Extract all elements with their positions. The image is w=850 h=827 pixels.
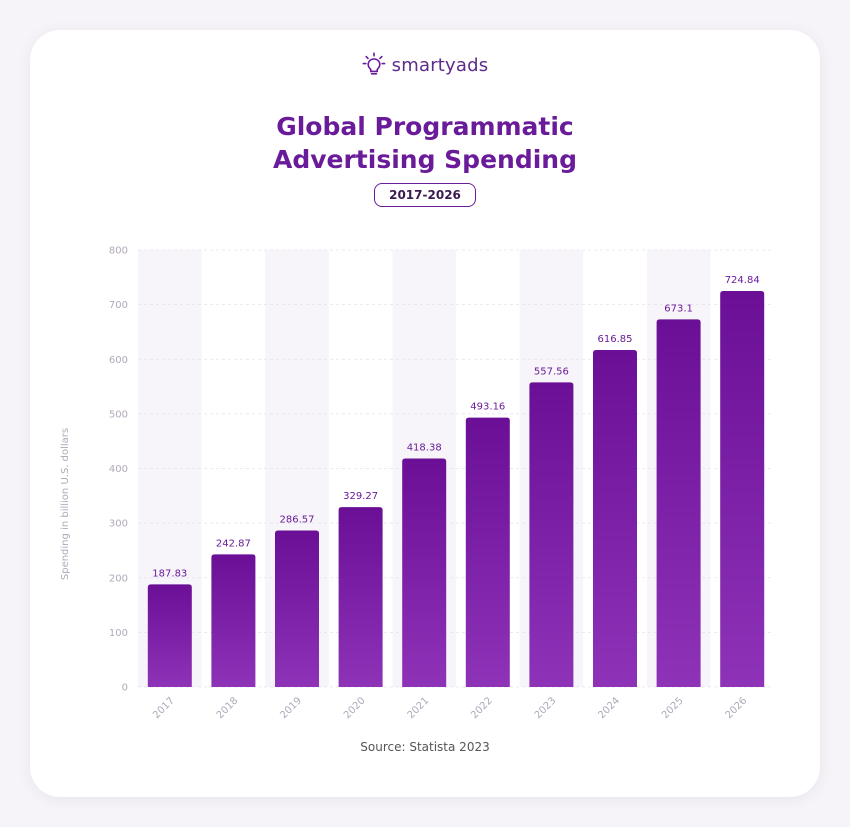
y-tick-label: 200 xyxy=(109,573,128,584)
lightbulb-icon xyxy=(362,52,386,75)
value-label-2025: 673.1 xyxy=(664,303,693,314)
source-note: Source: Statista 2023 xyxy=(360,740,490,754)
value-label-2023: 557.56 xyxy=(534,366,569,377)
brand-logo: smartyads xyxy=(30,52,820,78)
year-range-badge: 2017-2026 xyxy=(374,183,476,207)
value-label-2024: 616.85 xyxy=(598,334,633,345)
bar-2025 xyxy=(656,319,701,687)
x-tick-label-2024: 2024 xyxy=(596,695,622,721)
x-tick-label-2023: 2023 xyxy=(533,695,559,721)
y-tick-label: 600 xyxy=(109,355,128,366)
bar-chart: 0 100 200 300 400 500 600 700 800 187.83 242.87 28… xyxy=(60,246,774,721)
x-tick-label-2021: 2021 xyxy=(406,695,432,721)
x-tick-label-2018: 2018 xyxy=(215,695,241,721)
value-label-2019: 286.57 xyxy=(280,514,315,525)
chart-card: smartyads Global Programmatic Advertisin… xyxy=(30,30,820,797)
value-label-2021: 418.38 xyxy=(407,442,442,453)
bar-2020 xyxy=(338,507,383,687)
y-tick-label: 300 xyxy=(109,519,128,530)
chart-title: Global Programmatic Advertising Spending xyxy=(30,110,820,176)
bar-2022 xyxy=(465,417,510,687)
bar-2024 xyxy=(593,350,637,687)
value-label-2020: 329.27 xyxy=(343,491,378,502)
value-label-2026: 724.84 xyxy=(725,275,760,286)
x-tick-label-2019: 2019 xyxy=(278,695,304,721)
bar-2023 xyxy=(529,382,574,687)
bar-2021 xyxy=(402,458,447,687)
value-label-2018: 242.87 xyxy=(216,538,251,549)
chart-title-line-2: Advertising Spending xyxy=(272,145,577,174)
chart-title-line-1: Global Programmatic xyxy=(276,112,574,141)
y-tick-label: 800 xyxy=(109,246,128,257)
y-tick-label: 700 xyxy=(109,300,128,311)
x-tick-label-2020: 2020 xyxy=(342,695,368,721)
y-tick-label: 100 xyxy=(109,628,128,639)
y-axis-label: Spending in billion U.S. dollars xyxy=(60,428,71,580)
bar-2026 xyxy=(720,291,765,687)
brand-name: smartyads xyxy=(391,54,489,76)
x-tick-label-2025: 2025 xyxy=(660,695,686,721)
y-tick-label: 500 xyxy=(109,409,128,420)
value-label-2017: 187.83 xyxy=(152,568,187,579)
x-tick-label-2017: 2017 xyxy=(151,695,177,721)
x-tick-label-2022: 2022 xyxy=(469,695,495,721)
bar-2017 xyxy=(147,584,192,687)
x-tick-label-2026: 2026 xyxy=(724,695,750,721)
bar-2018 xyxy=(211,554,256,687)
y-tick-label: 0 xyxy=(122,683,128,694)
y-tick-label: 400 xyxy=(109,464,128,475)
bar-2019 xyxy=(275,530,319,687)
value-label-2022: 493.16 xyxy=(470,402,505,413)
